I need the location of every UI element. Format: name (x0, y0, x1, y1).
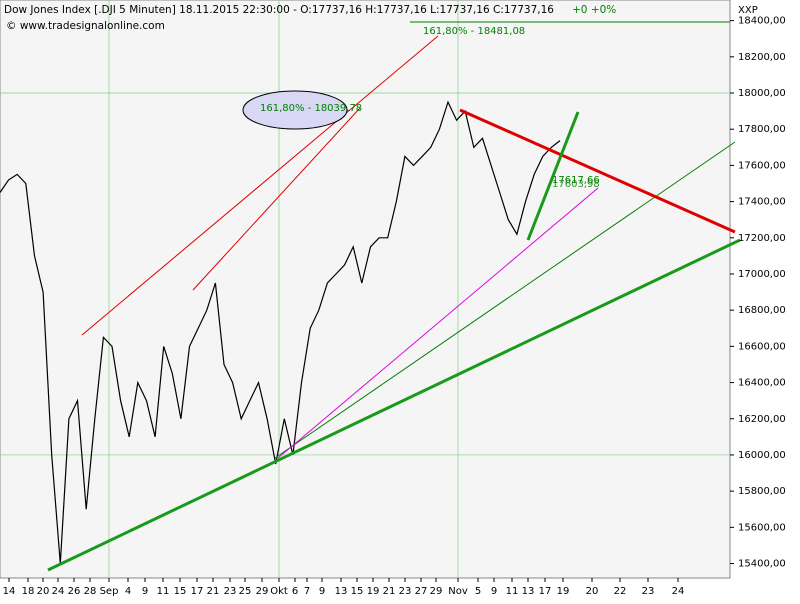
x-tick-label: 25 (239, 586, 252, 597)
change: +0 +0% (572, 4, 616, 16)
fib-line (81, 35, 439, 336)
highlight-ellipse (242, 90, 348, 130)
x-tick-label: 23 (399, 586, 412, 597)
x-tick-label: 23 (224, 586, 237, 597)
resistance-line (459, 108, 736, 234)
x-tick-label: 17 (539, 586, 552, 597)
x-tick-label: 29 (430, 586, 443, 597)
title: Dow Jones Index [.DJI 5 Minuten] 18.11.2… (4, 4, 554, 16)
x-tick-label: 19 (557, 586, 570, 597)
y-tick-label: 17600,00 (738, 160, 786, 171)
y-tick-label: 16600,00 (738, 341, 786, 352)
y-tick-label: 16800,00 (738, 305, 786, 316)
y-tick-label: 16200,00 (738, 414, 786, 425)
x-tick-label: 18 (22, 586, 35, 597)
y-tick-label: 17800,00 (738, 124, 786, 135)
y-tick-label: 17200,00 (738, 233, 786, 244)
axis-name: XXP (738, 5, 758, 16)
x-tick-label: 6 (292, 586, 298, 597)
x-tick-label: 9 (142, 586, 148, 597)
x-tick-label: 20 (586, 586, 599, 597)
x-tick-label: 9 (491, 586, 497, 597)
y-tick-label: 18200,00 (738, 52, 786, 63)
annotation: 17603,98 (552, 179, 600, 190)
x-tick-label: 21 (207, 586, 220, 597)
x-tick-label: 15 (174, 586, 187, 597)
source: © www.tradesignalonline.com (6, 20, 165, 32)
annotation: 161,80% - 18039,78 (260, 103, 362, 114)
x-tick-label: 13 (335, 586, 348, 597)
x-tick-label: Sep (100, 586, 119, 597)
y-tick-label: 15600,00 (738, 522, 786, 533)
x-tick-label: 26 (68, 586, 81, 597)
x-tick-label: 4 (125, 586, 131, 597)
x-tick-label: 15 (351, 586, 364, 597)
y-tick-label: 16000,00 (738, 450, 786, 461)
x-tick-label: 23 (642, 586, 655, 597)
plot-area (0, 0, 731, 579)
x-tick-label: 17 (191, 586, 204, 597)
x-tick-label: Nov (448, 586, 468, 597)
y-tick-label: 15400,00 (738, 559, 786, 570)
x-tick-label: 19 (367, 586, 380, 597)
x-tick-label: 29 (256, 586, 269, 597)
x-tick-label: 22 (614, 586, 627, 597)
annotation: 161,80% - 18481,08 (423, 26, 525, 37)
annotation: 17617,66 (552, 175, 600, 186)
y-tick-label: 18000,00 (738, 88, 786, 99)
y-tick-label: 15800,00 (738, 486, 786, 497)
x-tick-label: 28 (84, 586, 97, 597)
x-tick-label: 24 (52, 586, 65, 597)
trend-lines (47, 21, 741, 572)
x-tick-label: 14 (3, 586, 16, 597)
price-line (0, 100, 561, 564)
y-tick-label: 17400,00 (738, 197, 786, 208)
x-tick-label: 21 (383, 586, 396, 597)
x-tick-label: 11 (506, 586, 519, 597)
y-tick-label: 18400,00 (738, 16, 786, 27)
x-tick-label: 9 (319, 586, 325, 597)
x-tick-label: Okt (270, 586, 288, 597)
y-tick-label: 16400,00 (738, 378, 786, 389)
x-tick-label: 11 (157, 586, 170, 597)
trend-line (274, 141, 736, 459)
support-line (47, 238, 741, 572)
x-tick-label: 27 (415, 586, 428, 597)
y-tick-label: 17000,00 (738, 269, 786, 280)
fib-line (192, 107, 361, 291)
x-tick-label: 13 (522, 586, 535, 597)
x-tick-label: 24 (672, 586, 685, 597)
trend-line (526, 111, 580, 241)
x-tick-label: 7 (304, 586, 310, 597)
trend-line (277, 187, 599, 459)
x-tick-label: 20 (37, 586, 50, 597)
x-tick-label: 5 (475, 586, 481, 597)
